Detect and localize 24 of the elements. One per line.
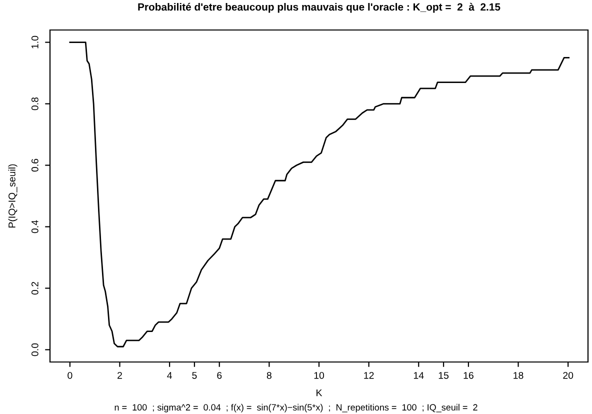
chart-title: Probabilité d'etre beaucoup plus mauvais que l'oracle : K_opt = 2 à 2.15 [138, 2, 500, 13]
x-tick-label: 8 [266, 372, 272, 379]
x-tick-label: 10 [314, 372, 324, 379]
y-tick-label: 0.4 [31, 220, 38, 234]
y-tick-label: 0.0 [31, 343, 38, 356]
x-tick-label: 2 [118, 372, 122, 379]
x-tick-label: 6 [217, 372, 222, 379]
x-axis-title: K [316, 389, 322, 396]
x-tick-label: 18 [514, 372, 524, 379]
y-tick-label: 0.2 [31, 282, 38, 295]
x-tick-label: 5 [192, 372, 197, 379]
x-tick-label: 16 [464, 372, 474, 379]
y-axis-title: P(IQ>IQ_seuil) [8, 164, 18, 228]
x-tick-label: 12 [364, 372, 374, 379]
x-tick-label: 15 [438, 372, 449, 379]
x-tick-label: 4 [167, 372, 172, 379]
y-tick-label: 1.0 [31, 36, 38, 48]
x-tick-label: 20 [563, 372, 574, 379]
y-tick-label: 0.6 [31, 158, 38, 172]
x-tick-label: 0 [68, 372, 72, 379]
text: n = 100 ; sigma^2 = 0.04 ; f(x) = sin(7*x)−sin(5*x) ; N_repetitions = 100 ; IQ_seuil = 2 [114, 404, 478, 412]
y-tick-label: 0.8 [31, 97, 38, 110]
line-series [69, 42, 570, 348]
x-tick-label: 14 [414, 372, 424, 379]
